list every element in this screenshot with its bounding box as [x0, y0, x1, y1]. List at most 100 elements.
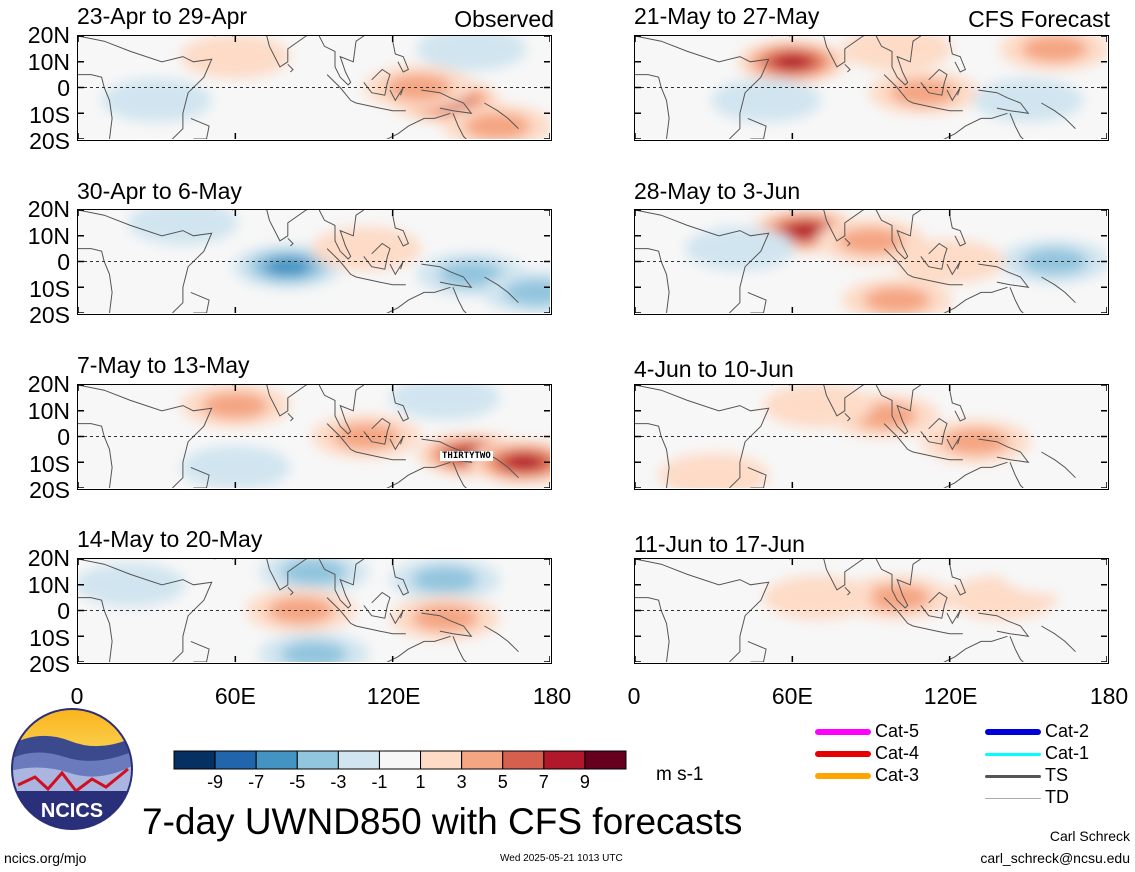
map-panel-30apr	[77, 209, 552, 315]
wind-anomaly-blob	[416, 36, 527, 71]
map-panel-7may	[77, 384, 552, 490]
coastline	[635, 559, 770, 662]
coastline	[946, 436, 961, 451]
wind-anomaly-blob	[684, 226, 795, 271]
coastline	[318, 210, 365, 260]
colorbar-tick-label: 7	[538, 772, 549, 792]
storm-legend-label: Cat-2	[1045, 721, 1090, 741]
coastline	[883, 248, 914, 278]
panel-title-6: 28-May to 3-Jun	[634, 178, 801, 204]
coastline	[386, 112, 451, 139]
coastline	[978, 438, 1030, 463]
wind-anomaly-blob	[787, 223, 824, 238]
coastline	[978, 263, 1030, 288]
colorbar-tick-label: -7	[248, 772, 265, 792]
storm-legend-line	[985, 774, 1041, 778]
observed-label: Observed	[454, 6, 554, 32]
panel-title-4: 14-May to 20-May	[77, 526, 263, 552]
coastline	[1041, 102, 1076, 130]
colorbar-swatch	[173, 750, 216, 770]
coastline	[421, 263, 473, 288]
colorbar-swatch	[461, 750, 504, 770]
coastline	[883, 423, 914, 453]
map-plot-area	[635, 385, 1107, 488]
coastline	[78, 36, 213, 139]
coastline	[355, 625, 406, 635]
colorbar-tick-label: 3	[456, 772, 467, 792]
colorbar-tick-label: -3	[330, 772, 347, 792]
x-tick-label: 120E	[366, 683, 421, 709]
coastline	[822, 385, 865, 417]
storm-legend-label: Cat-3	[875, 765, 920, 785]
wind-anomaly-blob	[864, 286, 931, 313]
coastline	[1009, 636, 1024, 662]
wind-anomaly-blob	[180, 445, 291, 488]
y-tick-label: 20S	[29, 651, 70, 677]
wind-anomaly-blob	[464, 112, 531, 139]
coastline	[920, 417, 948, 445]
x-tick-label: 0	[627, 683, 641, 709]
footer-email[interactable]: carl_schreck@ncsu.edu	[980, 850, 1130, 866]
y-tick-label: 20N	[27, 545, 70, 571]
coastline	[875, 559, 922, 609]
coastline	[844, 586, 851, 596]
coastline	[946, 87, 961, 102]
coastline	[392, 41, 410, 73]
coastline	[355, 276, 406, 286]
map-panel-11jun	[634, 558, 1109, 664]
coastline	[326, 597, 357, 627]
map-plot-area	[78, 559, 550, 662]
coastline	[389, 261, 404, 276]
wind-anomaly-blob	[180, 36, 291, 79]
wind-anomaly-blob	[890, 79, 957, 106]
coastline	[78, 385, 213, 488]
map-plot-area	[78, 210, 550, 313]
colorbar-swatch	[337, 750, 380, 770]
cfs-forecast-label: CFS Forecast	[968, 6, 1110, 32]
coastline	[287, 412, 294, 422]
y-tick-label: 10S	[29, 275, 70, 302]
coastline	[484, 102, 519, 130]
coastline	[363, 417, 391, 445]
y-tick-label: 10N	[27, 397, 70, 424]
coastline	[452, 462, 467, 488]
coastline	[1009, 287, 1024, 313]
y-tick-label: 10N	[27, 222, 70, 249]
storm-label-thirtytwo: THIRTYTWO	[440, 451, 493, 461]
coastline	[912, 276, 963, 286]
panel-title-7: 4-Jun to 10-Jun	[634, 356, 794, 382]
coastline	[287, 237, 294, 247]
coastline	[875, 36, 922, 86]
footer-url[interactable]: ncics.org/mjo	[4, 850, 87, 866]
coastline	[920, 68, 948, 96]
y-tick-label: 20N	[27, 371, 70, 397]
coastline	[943, 286, 1008, 313]
y-tick-label: 10S	[29, 450, 70, 477]
wind-anomaly-blob	[658, 453, 769, 488]
coastline	[978, 89, 1030, 114]
coastline	[452, 287, 467, 313]
x-tick-label: 120E	[923, 683, 978, 709]
coastline	[949, 564, 967, 596]
coastline	[635, 210, 770, 313]
coastline	[287, 586, 294, 596]
coastline	[265, 210, 308, 242]
colorbar-swatch	[502, 750, 545, 770]
coastline	[452, 636, 467, 662]
colorbar-swatch	[584, 750, 627, 770]
coastline	[386, 461, 451, 488]
colorbar-swatch	[255, 750, 298, 770]
coastline	[978, 612, 1030, 637]
y-tick-label: 20S	[29, 128, 70, 154]
coastline	[747, 291, 767, 313]
coastline	[78, 559, 213, 662]
colorbar-tick-label: -1	[371, 772, 388, 792]
storm-legend-label: Cat-1	[1045, 743, 1090, 763]
wind-anomaly-blob	[390, 385, 501, 420]
colorbar-tick-label: 1	[415, 772, 426, 792]
wind-anomaly-blob	[264, 257, 312, 277]
x-tick-label: 180	[532, 683, 572, 709]
y-tick-label: 10S	[29, 624, 70, 651]
colorbar-swatch	[420, 750, 463, 770]
coastline	[265, 36, 308, 68]
